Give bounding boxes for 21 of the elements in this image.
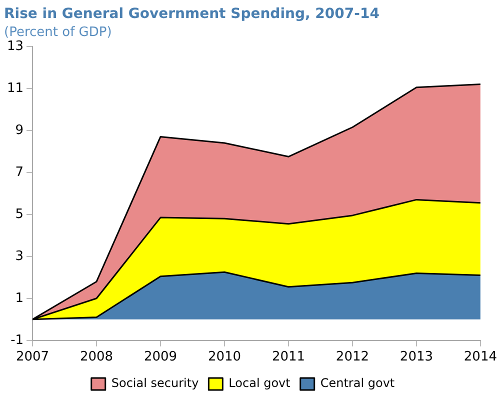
legend-label: Central govt bbox=[320, 376, 395, 390]
x-tick-label: 2014 bbox=[464, 350, 498, 365]
x-tick-label: 2011 bbox=[272, 350, 306, 365]
x-tick-label: 2010 bbox=[208, 350, 242, 365]
y-tick-label: 9 bbox=[15, 122, 24, 138]
legend-label: Local govt bbox=[228, 376, 291, 390]
chart-subtitle: (Percent of GDP) bbox=[4, 24, 112, 40]
y-tick-label: -1 bbox=[10, 332, 24, 348]
legend-label: Social security bbox=[111, 376, 199, 390]
x-tick-label: 2007 bbox=[16, 350, 50, 365]
x-tick-label: 2013 bbox=[400, 350, 434, 365]
x-tick-label: 2008 bbox=[80, 350, 114, 365]
chart-title: Rise in General Government Spending, 2007-14 bbox=[4, 6, 380, 22]
y-tick-label: 5 bbox=[15, 206, 24, 222]
y-tick-label: 3 bbox=[15, 248, 24, 264]
x-tick-label: 2009 bbox=[144, 350, 178, 365]
y-tick-label: 13 bbox=[6, 38, 24, 54]
y-tick-label: 1 bbox=[15, 290, 24, 306]
x-tick-label: 2012 bbox=[336, 350, 370, 365]
y-tick-label: 7 bbox=[15, 164, 24, 180]
y-tick-label: 11 bbox=[6, 80, 24, 96]
